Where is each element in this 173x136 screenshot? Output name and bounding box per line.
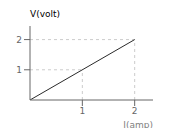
svg-text:1: 1: [79, 106, 85, 116]
svg-text:2: 2: [132, 106, 138, 116]
svg-text:2: 2: [16, 35, 22, 45]
svg-text:I(amp): I(amp): [123, 120, 153, 128]
svg-text:1: 1: [16, 65, 22, 75]
html-text:V(volt): V(volt): [30, 9, 60, 19]
